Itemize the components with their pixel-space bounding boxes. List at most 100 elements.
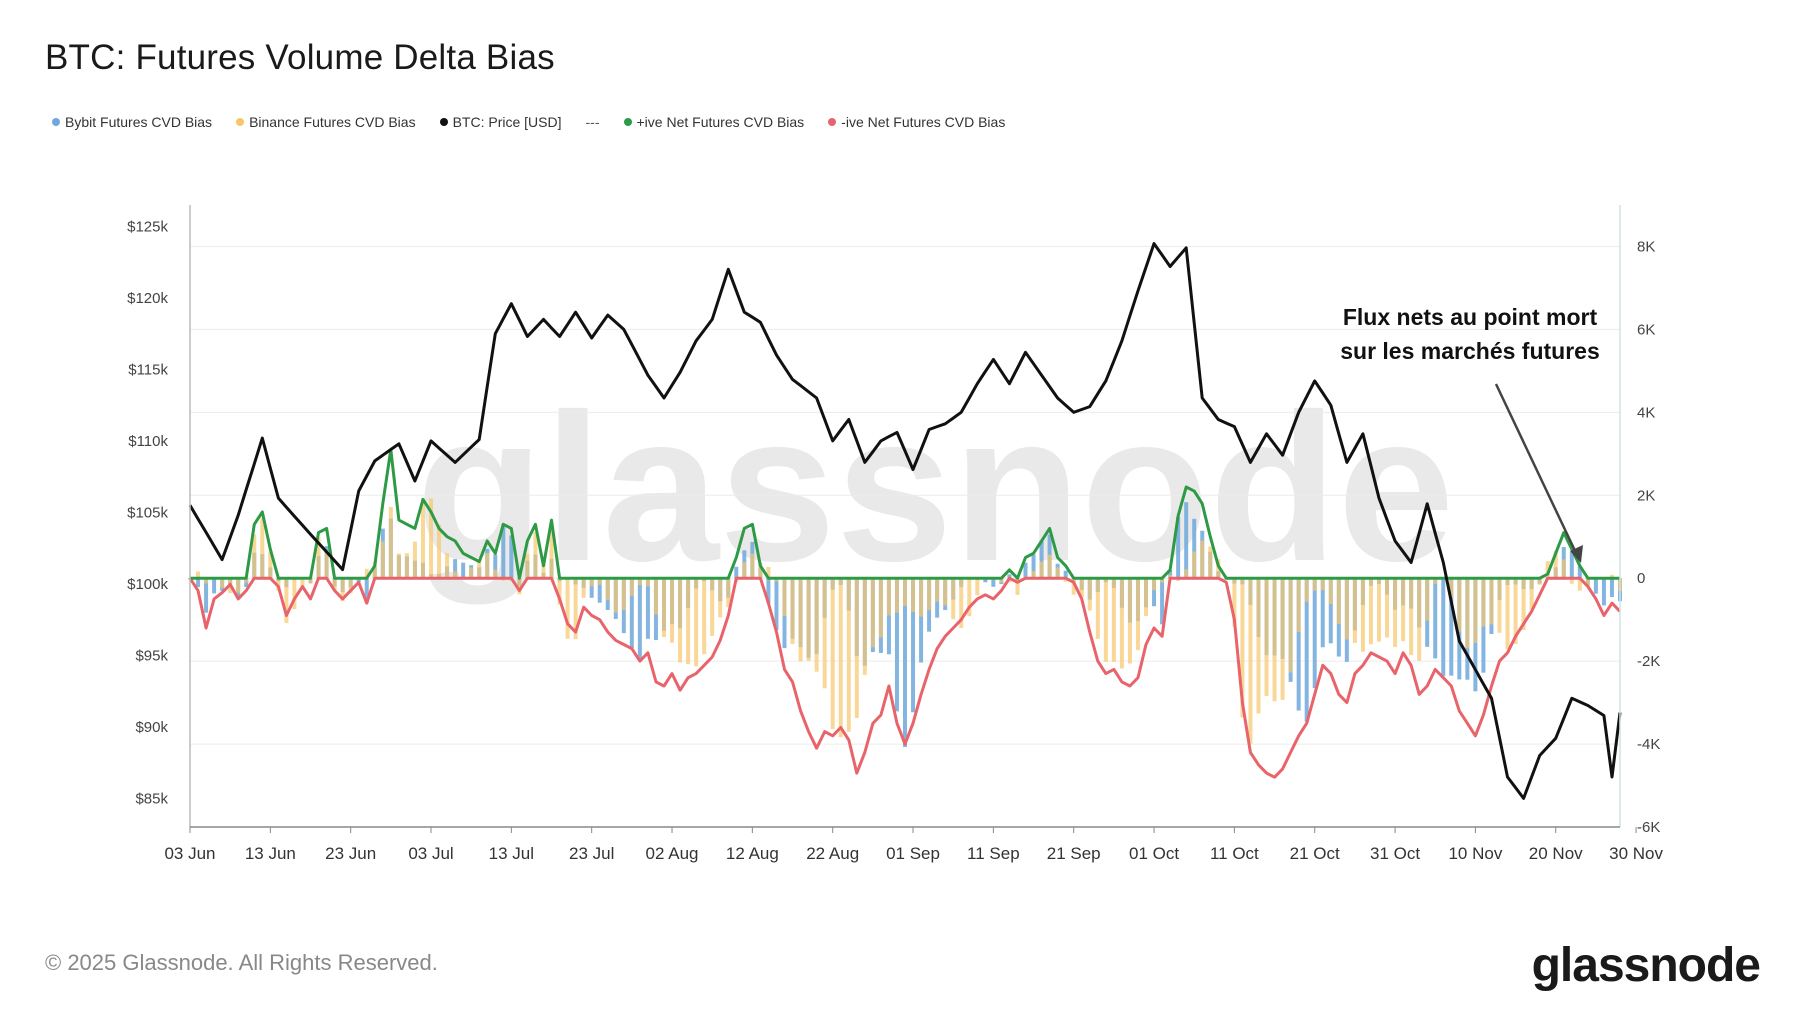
bar-binance: [1264, 578, 1269, 696]
bar-bybit: [364, 578, 369, 604]
legend-label-positive-net: +ive Net Futures CVD Bias: [636, 114, 805, 130]
bar-binance: [1352, 578, 1357, 643]
bar-binance: [1577, 578, 1582, 591]
y-left-tick-label: $105k: [127, 504, 168, 521]
bar-binance: [814, 578, 819, 672]
bar-bybit: [597, 578, 602, 603]
bar-binance: [244, 578, 249, 583]
bar-binance: [830, 578, 835, 730]
bar-bybit: [1168, 570, 1173, 579]
bar-binance: [645, 578, 650, 587]
bar-binance: [1489, 578, 1494, 625]
bar-binance: [726, 578, 731, 608]
bar-binance: [1063, 578, 1068, 582]
bar-binance: [1336, 578, 1341, 624]
bar-binance: [1288, 578, 1293, 673]
bar-binance: [1529, 578, 1534, 610]
y-right-tick-label: 6K: [1637, 321, 1655, 338]
series-positive-net-cvd: [190, 448, 1620, 580]
x-tick-label: 01 Oct: [1129, 844, 1179, 863]
legend-label-negative-net: -ive Net Futures CVD Bias: [841, 114, 1006, 130]
x-tick-label: 02 Aug: [646, 844, 699, 863]
bar-binance: [573, 578, 578, 640]
lines: [188, 242, 1622, 800]
bar-binance: [445, 553, 450, 579]
bar-binance: [943, 578, 948, 606]
bar-binance: [894, 578, 899, 613]
bar-bybit: [919, 578, 924, 663]
bar-binance: [1537, 578, 1542, 585]
x-tick-label: 21 Sep: [1047, 844, 1101, 863]
y-left-tick-label: $90k: [135, 719, 168, 736]
bar-bybit: [1449, 578, 1454, 676]
legend-label-price: BTC: Price [USD]: [452, 114, 562, 130]
series-negative-net-cvd: [188, 576, 1622, 779]
bar-binance: [999, 578, 1004, 583]
bar-binance: [485, 553, 490, 579]
legend-item-binance[interactable]: Binance Futures CVD Bias: [236, 114, 416, 130]
y-right-tick-label: 0: [1637, 570, 1645, 587]
bar-binance: [1473, 578, 1478, 644]
bar-bybit: [1312, 578, 1317, 689]
bar-bybit: [509, 535, 514, 579]
bar-binance: [637, 578, 642, 586]
bar-binance: [1031, 571, 1036, 579]
y-left-tick-label: $125k: [127, 218, 168, 235]
bar-binance: [822, 578, 827, 689]
bar-binance: [1216, 559, 1221, 579]
bar-binance: [565, 578, 570, 639]
bar-binance: [838, 578, 843, 738]
bar-bybit: [894, 578, 899, 712]
bar-binance: [1039, 561, 1044, 579]
bar-bybit: [1063, 570, 1068, 579]
bar-bybit: [637, 578, 642, 661]
legend-item-positive-net[interactable]: +ive Net Futures CVD Bias: [623, 114, 805, 130]
y-right-tick-label: -6K: [1637, 819, 1660, 836]
bar-binance: [653, 578, 658, 615]
bar-binance: [1111, 578, 1116, 663]
bar-binance: [670, 578, 675, 643]
y-right-tick-label: -2K: [1637, 653, 1660, 670]
watermark: glassnode: [416, 370, 1455, 605]
bar-binance: [1561, 559, 1566, 579]
bar-binance: [613, 578, 618, 613]
bar-binance: [1296, 578, 1301, 633]
y-left-tick-label: $100k: [127, 576, 168, 593]
bar-binance: [661, 578, 666, 637]
bar-bybit: [1320, 578, 1325, 648]
bar-binance: [420, 498, 425, 579]
bar-binance: [1585, 578, 1590, 587]
copyright: © 2025 Glassnode. All Rights Reserved.: [45, 950, 438, 975]
bar-binance: [846, 578, 851, 732]
legend-item-bybit[interactable]: Bybit Futures CVD Bias: [52, 114, 212, 130]
bar-binance: [919, 578, 924, 617]
bar-binance: [340, 578, 345, 602]
bar-binance: [525, 554, 530, 579]
bar-bybit: [766, 578, 771, 604]
bar-binance: [1312, 578, 1317, 591]
bar-binance: [629, 578, 634, 596]
x-tick-label: 11 Sep: [967, 844, 1020, 863]
bar-binance: [388, 506, 393, 579]
glassnode-logo: glassnode: [1531, 939, 1761, 992]
bar-binance: [1095, 578, 1100, 639]
bar-bybit: [1433, 578, 1438, 659]
bar-binance: [702, 578, 707, 655]
bar-binance: [404, 553, 409, 579]
bar-bybit: [1176, 517, 1181, 579]
legend-item-negative-net[interactable]: -ive Net Futures CVD Bias: [828, 114, 1005, 130]
x-tick-label: 31 Oct: [1370, 844, 1420, 863]
bar-binance: [911, 578, 916, 613]
bar-binance: [372, 561, 377, 579]
y-left-tick-label: $110k: [128, 433, 168, 450]
bar-bybit: [886, 578, 891, 655]
bar-bybit: [356, 578, 361, 582]
bar-binance: [1184, 569, 1189, 579]
x-tick-label: 12 Aug: [726, 844, 779, 863]
bar-binance: [517, 578, 522, 595]
bar-bybit: [204, 578, 209, 613]
legend-dot-negative-net: [828, 118, 837, 126]
legend-item-price[interactable]: BTC: Price [USD]: [439, 114, 562, 130]
bar-binance: [605, 578, 610, 600]
